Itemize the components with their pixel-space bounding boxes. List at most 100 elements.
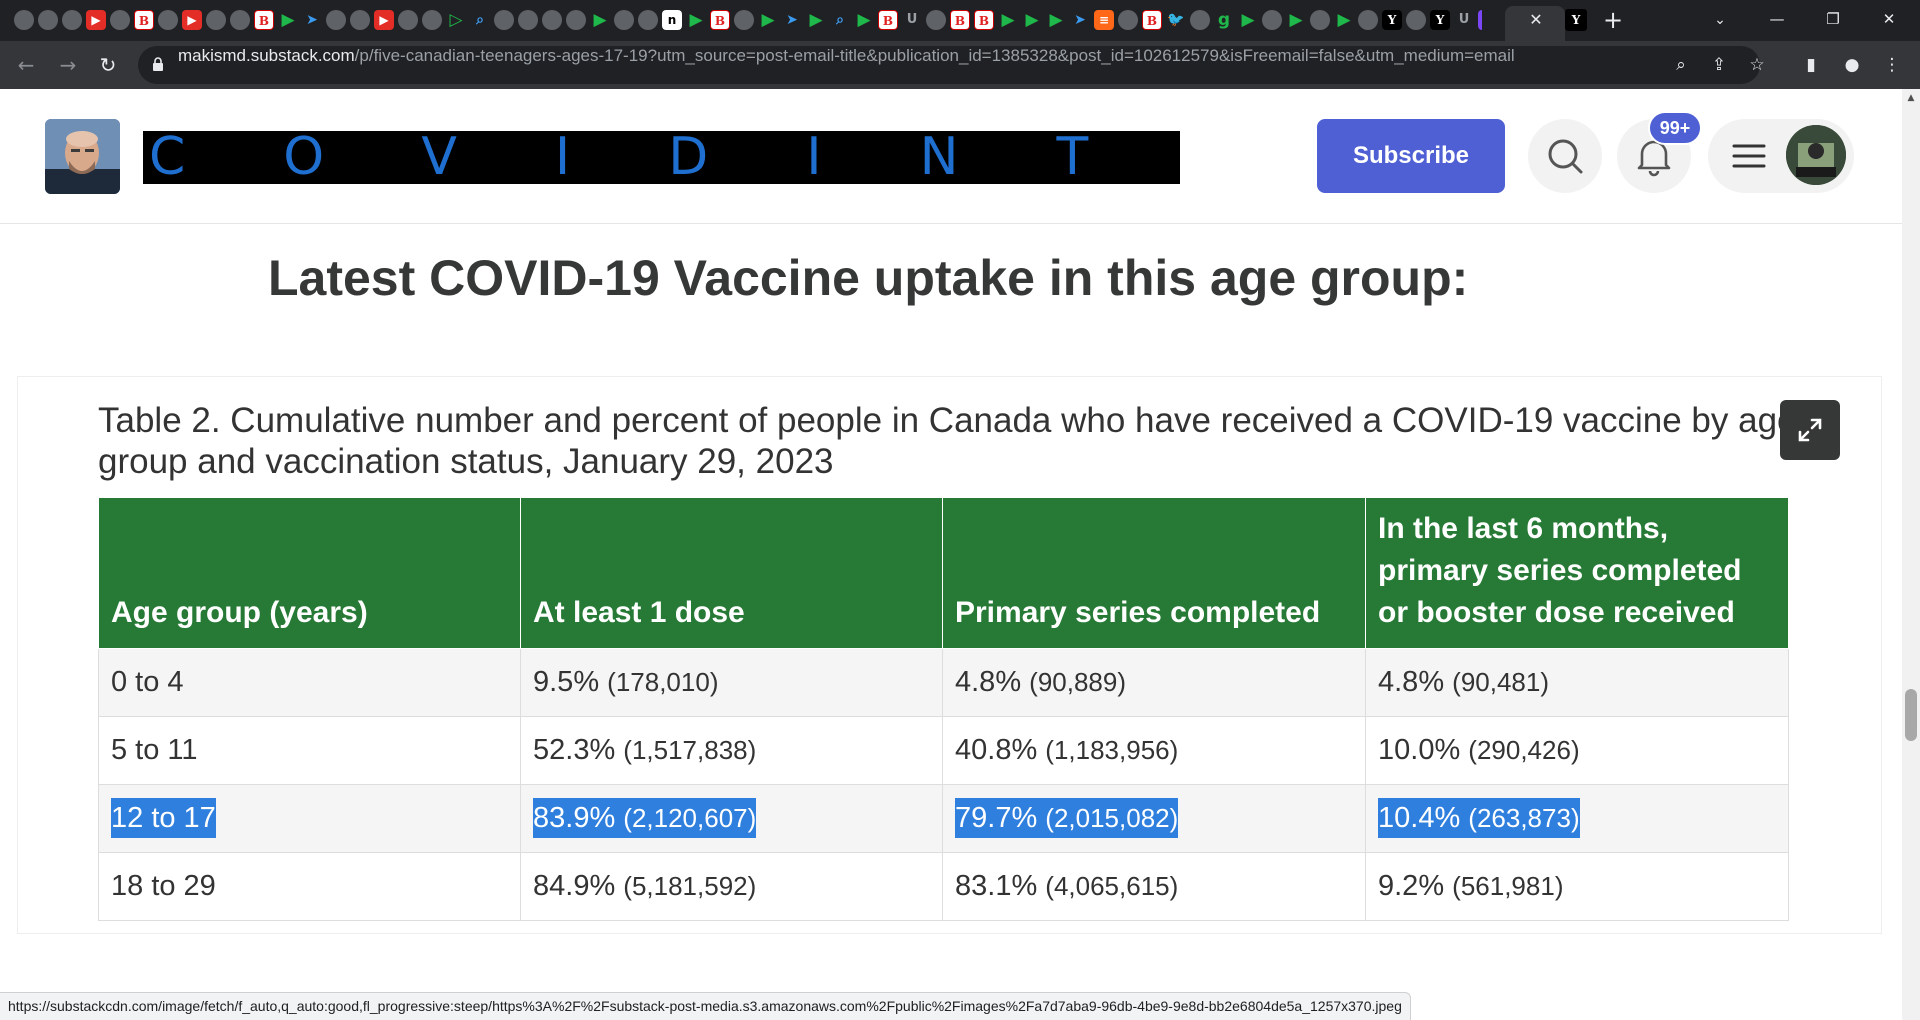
globe-icon[interactable] [1310,10,1330,30]
youtube-icon[interactable]: ▶ [182,10,202,30]
tab-search-chevron-down-icon[interactable]: ⌄ [1714,12,1726,28]
globe-icon[interactable] [1118,10,1138,30]
globe-icon[interactable] [614,10,634,30]
more-icon[interactable]: ⋮ [1883,55,1901,75]
rumble-icon[interactable]: ▶ [593,10,607,30]
globe-icon[interactable] [422,10,442,30]
ui-icon[interactable]: U [1458,12,1470,27]
url-host: makismd.substack.com [178,46,355,65]
substack-icon[interactable]: ≡ [1094,10,1114,30]
globe-icon[interactable] [494,10,514,30]
lock-icon[interactable] [152,57,164,71]
new-tab-button[interactable]: + [1602,6,1624,34]
ui-icon[interactable]: U [906,12,918,27]
share-icon[interactable]: ⇪ [1711,55,1727,75]
globe-icon[interactable] [158,10,178,30]
bi-icon[interactable]: B [710,10,730,30]
globe-icon[interactable] [110,10,130,30]
bi-icon[interactable]: B [134,10,154,30]
author-avatar[interactable] [45,119,120,194]
globe-icon[interactable] [38,10,58,30]
globe-icon[interactable] [326,10,346,30]
globe-icon[interactable] [566,10,586,30]
table-header-row: Age group (years) At least 1 dose Primar… [98,497,1789,649]
notification-badge[interactable]: 99+ [1648,111,1702,145]
globe-icon[interactable] [1358,10,1378,30]
bi-icon[interactable]: B [950,10,970,30]
globe-icon[interactable] [926,10,946,30]
forward-button[interactable]: → [59,53,77,77]
globe-icon[interactable] [734,10,754,30]
rumble-icon[interactable]: ▶ [1025,10,1039,30]
zoom-icon[interactable]: ⌕ [1676,55,1686,75]
table-row: 18 to 29 84.9% (5,181,592) 83.1% (4,065,… [98,852,1789,921]
active-tab[interactable] [1505,6,1565,41]
profile-icon[interactable]: ● [1844,55,1860,75]
hamburger-menu-icon [1732,144,1766,168]
y-icon[interactable]: Y [1565,9,1587,31]
youtube-icon[interactable]: ▶ [86,10,106,30]
twitter-icon[interactable]: 🐦 [1167,12,1185,28]
globe-icon[interactable] [638,10,658,30]
rumble-icon[interactable]: ▶ [689,10,703,30]
purple-icon[interactable]: ▬ [1478,10,1482,30]
percent-value: 79.7% [955,802,1038,834]
rumble-icon[interactable]: ▶ [857,10,871,30]
globe-icon[interactable] [1262,10,1282,30]
y-icon[interactable]: Y [1382,10,1402,30]
globe-icon[interactable] [206,10,226,30]
rumble-icon[interactable]: ▶ [281,10,295,30]
rumble-icon[interactable]: ▶ [809,10,823,30]
n-icon[interactable]: n [662,10,682,30]
scroll-up-arrow-icon[interactable]: ▲ [1907,93,1915,103]
rumble-icon[interactable]: ▶ [1289,10,1303,30]
telegram-icon[interactable]: ➤ [786,12,798,28]
close-window-button[interactable]: ✕ [1882,10,1896,28]
reload-button[interactable]: ↻ [99,53,117,77]
link-status-bar: https://substackcdn.com/image/fetch/f_au… [0,992,1411,1020]
rumble-icon[interactable]: ▶ [761,10,775,30]
minimize-button[interactable]: — [1769,10,1785,28]
subscribe-button[interactable]: Subscribe [1317,119,1505,193]
play-icon[interactable]: ▷ [449,10,463,30]
search-button[interactable] [1528,119,1602,193]
globe-icon[interactable] [518,10,538,30]
globe-icon[interactable] [542,10,562,30]
rumble-icon[interactable]: ▶ [1001,10,1015,30]
star-icon[interactable]: ☆ [1749,55,1765,75]
back-button[interactable]: ← [17,53,35,77]
rumble-icon[interactable]: ▶ [1241,10,1255,30]
bi-icon[interactable]: B [1142,10,1162,30]
y-icon[interactable]: Y [1430,10,1450,30]
telegram-icon[interactable]: ➤ [1074,12,1086,28]
user-avatar[interactable] [1786,125,1846,185]
bi-icon[interactable]: B [878,10,898,30]
telegram-icon[interactable]: ➤ [306,12,318,28]
tab-close-icon[interactable]: ✕ [1529,10,1543,29]
age-group: 5 to 11 [111,734,198,766]
g-icon[interactable]: g [1217,10,1231,30]
globe-icon[interactable] [230,10,250,30]
url-text[interactable]: makismd.substack.com/p/five-canadian-tee… [178,46,1678,84]
globe-icon[interactable] [398,10,418,30]
bi-icon[interactable]: B [974,10,994,30]
globe-icon[interactable] [1190,10,1210,30]
address-bar[interactable]: makismd.substack.com/p/five-canadian-tee… [138,46,1765,84]
search-icon[interactable]: ⌕ [476,12,484,28]
globe-icon[interactable] [1406,10,1426,30]
youtube-icon[interactable]: ▶ [374,10,394,30]
page-scrollbar[interactable]: ▲ [1902,89,1920,1020]
sidepanel-icon[interactable]: ▮ [1806,55,1816,75]
globe-icon[interactable] [14,10,34,30]
globe-icon[interactable] [350,10,370,30]
globe-icon[interactable] [62,10,82,30]
rumble-icon[interactable]: ▶ [1049,10,1063,30]
site-logo[interactable]: COVIDINTEL [143,131,1180,184]
bi-icon[interactable]: B [254,10,274,30]
rumble-icon[interactable]: ▶ [1337,10,1351,30]
expand-image-button[interactable] [1780,400,1840,460]
article-heading: Latest COVID-19 Vaccine uptake in this a… [268,250,1469,306]
maximize-button[interactable]: ❐ [1826,10,1840,28]
search-icon[interactable]: ⌕ [836,12,844,28]
scrollbar-thumb[interactable] [1905,689,1917,741]
